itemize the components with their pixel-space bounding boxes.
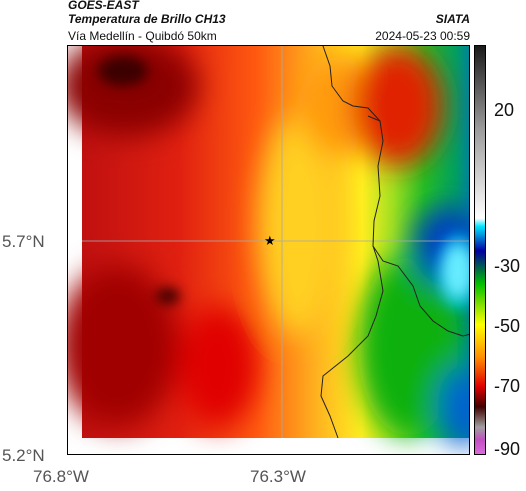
colorbar-label: -50 [494,316,521,336]
map-canvas: ★ [68,46,469,446]
longitude-tick-label: 76.8°W [33,467,89,486]
product-title: Temperatura de Brillo CH13 [68,12,226,26]
star-icon: ★ [264,233,276,248]
colorbar-label: -70 [494,376,521,396]
satellite-map[interactable]: ★ [67,45,470,455]
region-subtitle: Vía Medellín - Quibdó 50km [68,29,217,43]
satellite-title: GOES-EAST [68,0,139,12]
colorbar-label: -30 [494,256,521,276]
colorbar-gradient [475,46,485,454]
organization-label: SIATA [435,12,470,26]
latitude-tick-label: 5.7°N [2,232,45,251]
brightness-temperature-field [68,46,469,446]
border-lines [320,46,469,439]
datetime-label: 2024-05-23 00:59 [375,29,470,43]
colorbar [474,45,486,455]
longitude-tick-label: 76.3°W [250,467,306,486]
colorbar-label: 20 [494,100,515,120]
latitude-tick-label: 5.2°N [2,446,45,465]
grid-lines [82,46,469,438]
colorbar-label: -90 [494,439,521,459]
